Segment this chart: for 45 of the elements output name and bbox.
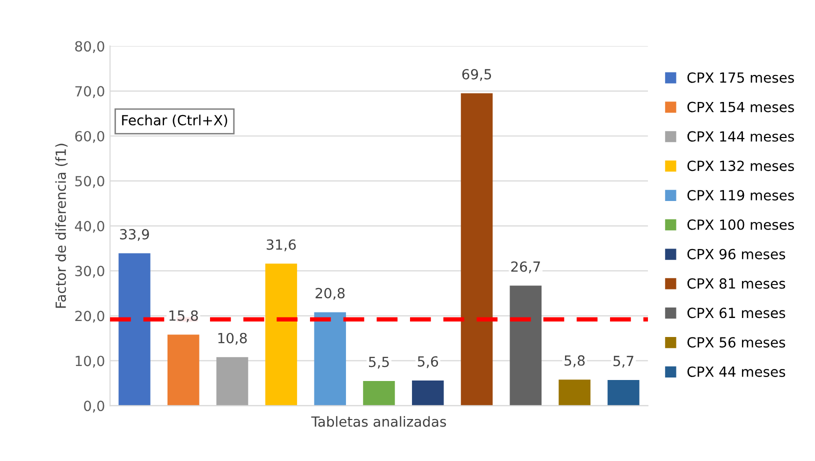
bar [118, 253, 150, 406]
bar [363, 380, 395, 406]
bar [265, 264, 298, 406]
y-tick-label: 70,0 [75, 86, 104, 98]
y-axis-title: Factor de diferencia (f1) [55, 144, 68, 308]
y-tick-label: 50,0 [75, 176, 104, 188]
legend-label: CPX 44 meses [687, 366, 786, 377]
data-label: 5,5 [369, 356, 389, 369]
legend-label: CPX 175 meses [687, 72, 794, 83]
legend-label: CPX 119 meses [687, 190, 794, 201]
y-tick-label: 80,0 [75, 41, 104, 53]
legend-label: CPX 56 meses [687, 337, 786, 348]
y-tick-label: 60,0 [75, 130, 104, 143]
legend-label: CPX 61 meses [687, 308, 786, 318]
y-tick-label: 20,0 [75, 310, 104, 323]
bar [412, 380, 444, 406]
bar [216, 357, 248, 406]
data-label: 15,8 [169, 310, 198, 322]
data-label: 31,6 [266, 239, 296, 252]
bar [167, 334, 200, 406]
legend-label: CPX 144 meses [687, 131, 794, 142]
y-tick-label: 30,0 [75, 266, 104, 278]
y-tick-label: 10,0 [76, 356, 104, 368]
legend-label: CPX 100 meses [687, 219, 794, 230]
bar [460, 93, 493, 406]
y-tick-label: 40,0 [74, 220, 104, 233]
bar [608, 380, 640, 406]
legend-label: CPX 132 meses [687, 160, 794, 172]
legend-label: CPX 81 meses [687, 278, 786, 289]
bar [510, 286, 542, 406]
bar [558, 380, 590, 406]
y-tick-label: 0,0 [84, 400, 104, 413]
legend-label: CPX 96 meses [687, 248, 786, 260]
data-label: 5,6 [418, 356, 438, 368]
data-label: 10,8 [218, 332, 247, 345]
bar [314, 312, 346, 406]
data-label: 33,9 [120, 229, 149, 241]
data-label: 20,8 [316, 288, 345, 300]
annotation: Fechar (Ctrl+X) [122, 114, 228, 128]
data-label: 69,5 [462, 68, 492, 81]
data-label: 26,7 [511, 261, 540, 274]
legend-label: CPX 154 meses [687, 102, 794, 112]
data-label: 5,7 [614, 356, 634, 368]
x-axis-title: Tabletas analizadas [311, 416, 446, 427]
data-label: 5,8 [564, 355, 585, 368]
